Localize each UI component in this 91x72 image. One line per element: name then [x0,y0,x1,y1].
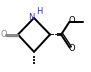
Text: O: O [69,16,76,25]
Text: O: O [69,44,76,53]
Text: N: N [29,13,35,22]
Text: H: H [36,7,42,16]
Text: O: O [0,30,7,39]
